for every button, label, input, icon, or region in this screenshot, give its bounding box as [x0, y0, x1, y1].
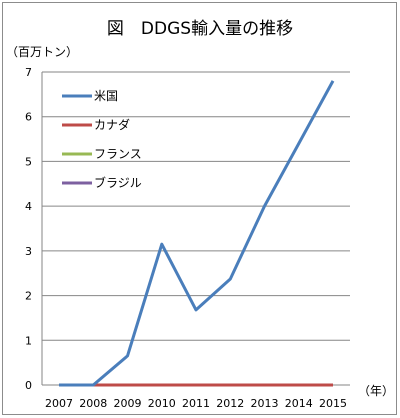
legend-label: ブラジル — [94, 175, 142, 190]
x-axis-label: （年） — [358, 384, 394, 398]
y-tick-label: 0 — [25, 379, 32, 392]
legend-label: カナダ — [94, 117, 130, 132]
x-tick-label: 2012 — [216, 397, 244, 410]
series-lines — [59, 80, 335, 387]
y-tick-label: 2 — [25, 290, 32, 303]
series-line — [59, 80, 335, 387]
x-tick-labels: 2007 2008 2009 2010 2011 2012 2013 2014 2015 — [45, 397, 347, 410]
y-axis-label: （百万トン） — [6, 45, 78, 59]
x-tick-label: 2014 — [285, 397, 313, 410]
chart-title: 図 DDGS輸入量の推移 — [107, 19, 293, 39]
legend-label: フランス — [94, 147, 142, 161]
y-tick-labels: 0 1 2 3 4 5 6 7 — [25, 66, 32, 392]
x-tick-label: 2011 — [182, 397, 210, 410]
chart-frame — [2, 2, 397, 415]
x-tick-label: 2015 — [319, 397, 347, 410]
y-tick-label: 4 — [25, 200, 32, 213]
y-tick-label: 1 — [25, 334, 32, 347]
y-tick-label: 3 — [25, 245, 32, 258]
x-tick-label: 2010 — [148, 397, 176, 410]
legend-label: 米国 — [94, 89, 118, 103]
y-tick-label: 5 — [25, 155, 32, 168]
y-tick-label: 6 — [25, 111, 32, 124]
x-tick-label: 2008 — [79, 397, 107, 410]
gridlines — [41, 71, 350, 386]
x-tick-label: 2009 — [114, 397, 142, 410]
x-tick-label: 2013 — [251, 397, 279, 410]
x-tick-label: 2007 — [45, 397, 73, 410]
y-tick-label: 7 — [25, 66, 32, 79]
